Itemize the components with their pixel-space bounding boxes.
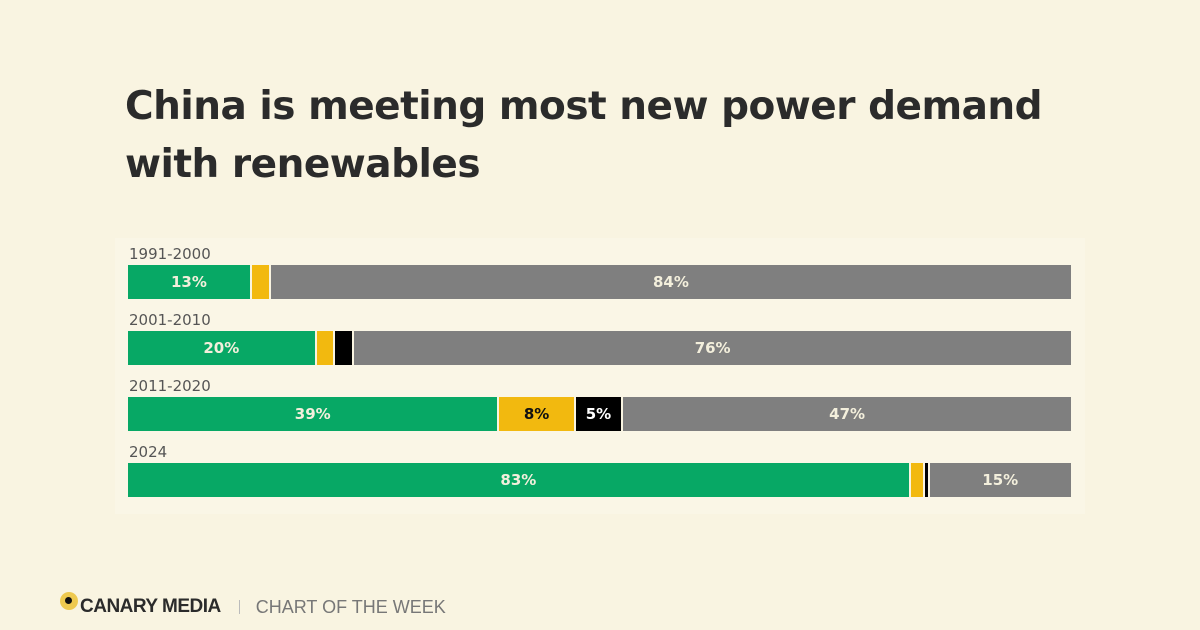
bar-segment: 5% — [575, 397, 624, 431]
category-label: 1991-2000 — [129, 245, 211, 263]
data-label: 84% — [652, 273, 689, 291]
category-label: 2001-2010 — [129, 311, 211, 329]
bar-segment — [924, 463, 930, 497]
data-label: 5% — [585, 405, 612, 423]
bar-row: 20% 76% — [128, 331, 1071, 365]
data-label: 39% — [294, 405, 331, 423]
bar-segment — [316, 331, 336, 365]
bar-segment — [335, 331, 355, 365]
bar-segment: 20% — [128, 331, 317, 365]
category-label: 2011-2020 — [129, 377, 211, 395]
divider — [238, 600, 240, 614]
tagline: CHART OF THE WEEK — [255, 596, 446, 617]
bar-segment: 8% — [499, 397, 576, 431]
bar-row: 13% 84% — [128, 265, 1071, 299]
bar-segment: 47% — [623, 397, 1071, 431]
brand-name: CANARY MEDIA — [80, 596, 221, 617]
data-label: 13% — [170, 273, 207, 291]
bar-row: 83% 15% — [128, 463, 1071, 497]
bar-row: 39% 8% 5% 47% — [128, 397, 1071, 431]
canary-logo-icon — [60, 592, 78, 610]
bar-segment: 83% — [128, 463, 911, 497]
bar-segment: 39% — [128, 397, 500, 431]
data-label: 8% — [523, 405, 550, 423]
bar-segment: 15% — [929, 463, 1071, 497]
bar-segment: 13% — [128, 265, 252, 299]
bar-segment: 76% — [354, 331, 1071, 365]
data-label: 47% — [829, 405, 866, 423]
footer: CANARY MEDIA CHART OF THE WEEK — [60, 592, 446, 618]
chart-title: China is meeting most new power demand w… — [125, 84, 1043, 187]
data-label: 15% — [982, 471, 1019, 489]
data-label: 20% — [203, 339, 240, 357]
category-label: 2024 — [129, 443, 168, 461]
bar-segment: 84% — [270, 265, 1071, 299]
bar-segment — [251, 265, 271, 299]
data-label: 76% — [694, 339, 731, 357]
bar-segment — [910, 463, 925, 497]
data-label: 83% — [500, 471, 537, 489]
